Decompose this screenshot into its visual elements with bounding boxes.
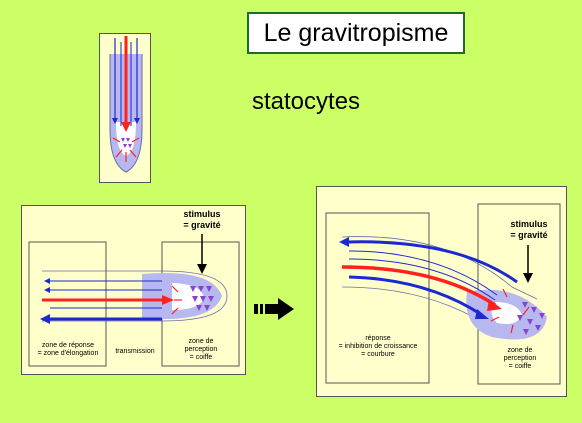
statocyte-grains bbox=[121, 138, 132, 148]
auxin-flow-lines bbox=[348, 250, 498, 301]
growth-arrowhead bbox=[487, 299, 502, 311]
gravity-arrowhead bbox=[197, 264, 207, 274]
response-zone-box bbox=[325, 212, 430, 384]
growth-arrow bbox=[341, 265, 496, 307]
auxin-arrowhead bbox=[112, 118, 118, 124]
horizontal-root-panel: stimulus = gravité zone de réponse = zon… bbox=[21, 205, 246, 375]
auxin-arrowhead bbox=[44, 287, 50, 293]
statocyte-zone bbox=[116, 122, 136, 156]
bending-root-drawing bbox=[325, 203, 561, 385]
perception-zone-label: zone de perception = coiffe bbox=[503, 347, 537, 370]
vertical-root-drawing bbox=[109, 36, 143, 173]
redistribution-arrows bbox=[112, 137, 140, 162]
response-zone-label: zone de réponse = zone d'élongation bbox=[37, 342, 99, 357]
subtitle: statocytes bbox=[252, 88, 361, 115]
auxin-arrowhead bbox=[40, 314, 50, 324]
auxin-arrowhead bbox=[475, 309, 489, 319]
vertical-root-panel bbox=[99, 33, 151, 183]
horizontal-root-drawing bbox=[28, 234, 240, 367]
page-title: Le gravitropisme bbox=[247, 12, 465, 54]
stimulus-label: stimulus = gravité bbox=[510, 219, 548, 240]
auxin-flow-lines bbox=[50, 280, 162, 309]
auxin-arrowhead bbox=[134, 118, 140, 124]
growth-arrowhead bbox=[121, 122, 131, 132]
transmission-label: transmission bbox=[115, 348, 155, 355]
gravity-arrowhead bbox=[523, 273, 533, 283]
perception-zone-label: zone de perception = coiffe bbox=[184, 338, 218, 361]
redistribution-arrows bbox=[171, 285, 182, 315]
statocyte-zone bbox=[172, 283, 204, 310]
statocyte-grains bbox=[517, 302, 545, 335]
bending-root-panel: stimulus = gravité réponse = inhibition … bbox=[316, 186, 567, 397]
auxin-arrow-upper bbox=[346, 240, 518, 284]
auxin-arrowhead bbox=[339, 237, 349, 247]
response-label: réponse = inhibition de croissance = cou… bbox=[338, 335, 418, 358]
root-outline bbox=[42, 270, 228, 322]
auxin-arrowhead bbox=[44, 278, 50, 284]
redistribution-arrows bbox=[490, 288, 530, 334]
auxin-arrow-lower bbox=[348, 275, 483, 317]
statocyte-grains bbox=[190, 286, 214, 311]
growth-arrowhead bbox=[162, 295, 174, 305]
response-zone-box bbox=[28, 241, 107, 367]
right-arrow-icon bbox=[254, 298, 294, 320]
stimulus-label: stimulus = gravité bbox=[183, 209, 221, 230]
page-title-text: Le gravitropisme bbox=[263, 18, 449, 47]
